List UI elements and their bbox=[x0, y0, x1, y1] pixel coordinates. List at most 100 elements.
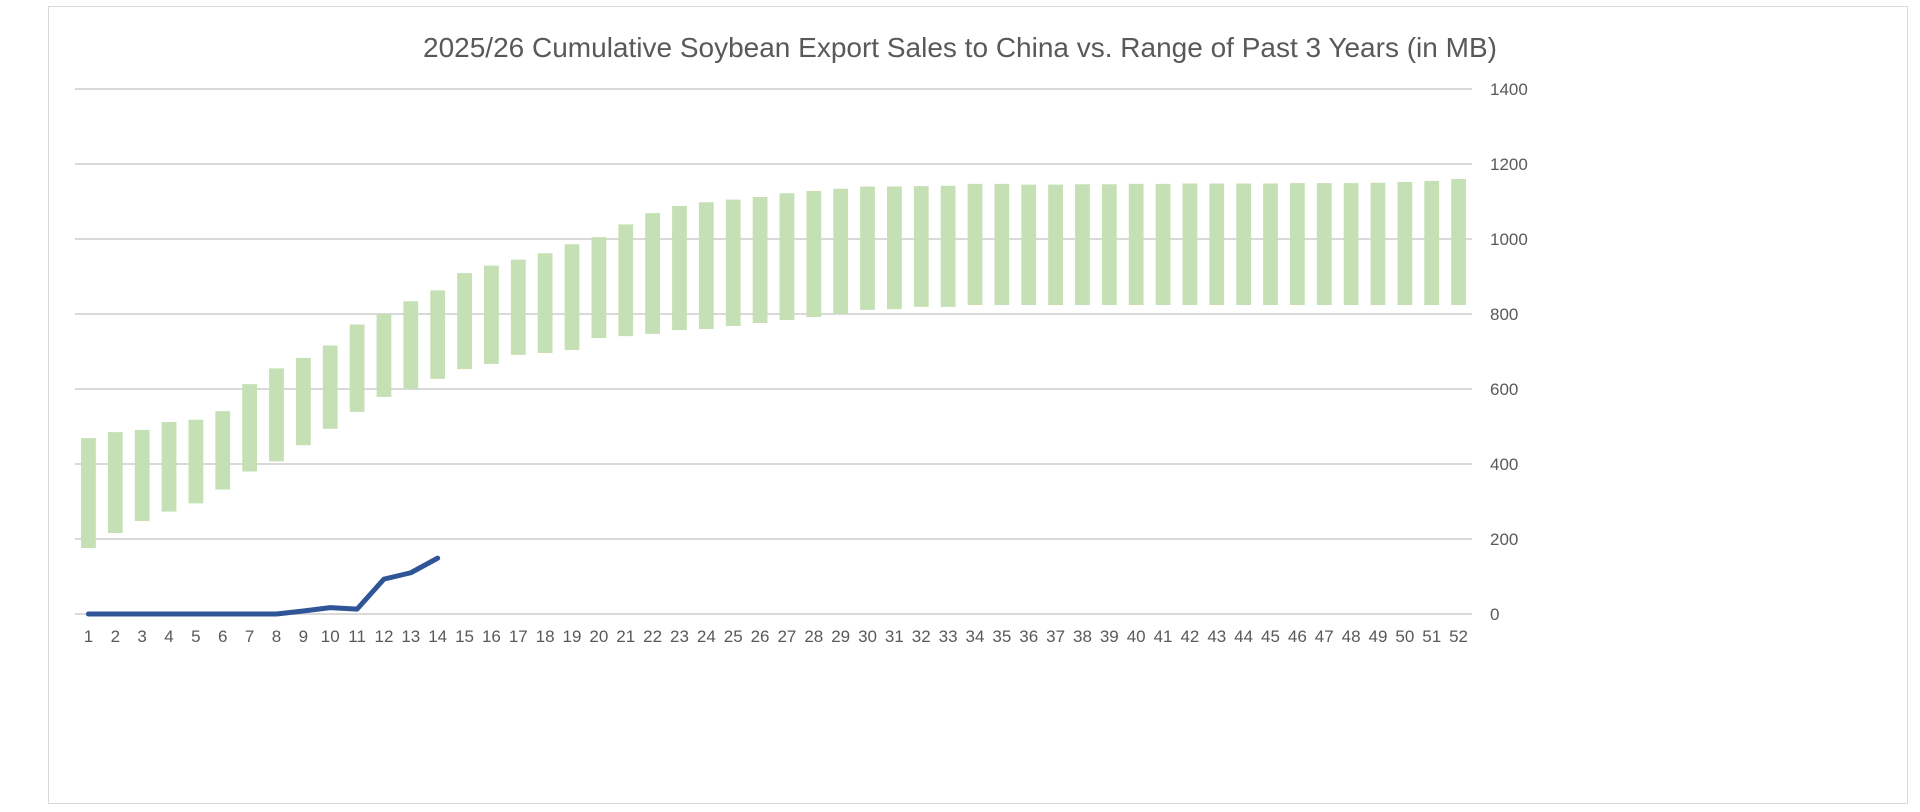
x-tick-label: 19 bbox=[563, 627, 582, 646]
x-tick-label: 41 bbox=[1154, 627, 1173, 646]
x-tick-label: 9 bbox=[299, 627, 308, 646]
y-tick-label: 200 bbox=[1490, 530, 1518, 549]
range-bar bbox=[725, 199, 741, 326]
x-tick-label: 52 bbox=[1449, 627, 1468, 646]
y-tick-label: 400 bbox=[1490, 455, 1518, 474]
x-tick-label: 16 bbox=[482, 627, 501, 646]
x-tick-label: 6 bbox=[218, 627, 227, 646]
range-bar bbox=[1370, 182, 1386, 305]
chart-title: 2025/26 Cumulative Soybean Export Sales … bbox=[423, 32, 1497, 63]
x-tick-label: 37 bbox=[1046, 627, 1065, 646]
x-tick-label: 39 bbox=[1100, 627, 1119, 646]
range-bar bbox=[833, 188, 849, 314]
x-tick-label: 43 bbox=[1207, 627, 1226, 646]
x-tick-label: 46 bbox=[1288, 627, 1307, 646]
range-bar bbox=[779, 193, 795, 320]
x-tick-label: 15 bbox=[455, 627, 474, 646]
x-tick-label: 12 bbox=[374, 627, 393, 646]
x-tick-label: 26 bbox=[751, 627, 770, 646]
x-tick-label: 4 bbox=[164, 627, 173, 646]
x-tick-label: 13 bbox=[401, 627, 420, 646]
range-bar bbox=[215, 411, 231, 490]
range-bar bbox=[376, 314, 392, 397]
range-bar bbox=[269, 368, 284, 462]
x-tick-label: 40 bbox=[1127, 627, 1146, 646]
x-tick-label: 34 bbox=[966, 627, 985, 646]
range-bar bbox=[698, 202, 714, 329]
series-line-2025-26 bbox=[85, 555, 441, 617]
range-bar bbox=[161, 422, 177, 512]
range-bar bbox=[564, 244, 580, 350]
x-tick-label: 8 bbox=[272, 627, 281, 646]
range-bar bbox=[349, 324, 365, 412]
range-bar bbox=[1209, 183, 1225, 305]
range-bar bbox=[913, 186, 929, 307]
y-tick-label: 1200 bbox=[1490, 155, 1528, 174]
x-tick-label: 33 bbox=[939, 627, 958, 646]
range-bar bbox=[107, 432, 123, 533]
range-bar bbox=[591, 237, 607, 338]
range-bar bbox=[134, 429, 150, 521]
x-tick-label: 5 bbox=[191, 627, 200, 646]
x-tick-label: 32 bbox=[912, 627, 931, 646]
x-tick-label: 51 bbox=[1422, 627, 1441, 646]
x-tick-label: 29 bbox=[831, 627, 850, 646]
x-tick-label: 50 bbox=[1395, 627, 1414, 646]
x-tick-label: 2 bbox=[111, 627, 120, 646]
y-tick-label: 1400 bbox=[1490, 80, 1528, 99]
y-tick-label: 1000 bbox=[1490, 230, 1528, 249]
x-tick-label: 21 bbox=[616, 627, 635, 646]
range-bar bbox=[242, 384, 258, 472]
range-bar bbox=[484, 265, 499, 364]
range-bar bbox=[860, 186, 875, 310]
x-tick-label: 3 bbox=[137, 627, 146, 646]
range-bar bbox=[887, 186, 902, 310]
range-bar bbox=[752, 197, 768, 323]
y-tick-label: 600 bbox=[1490, 380, 1518, 399]
x-tick-label: 25 bbox=[724, 627, 743, 646]
x-tick-label: 20 bbox=[589, 627, 608, 646]
range-bar bbox=[1048, 184, 1063, 305]
range-bar bbox=[1021, 184, 1037, 305]
range-bar bbox=[1075, 184, 1090, 305]
x-tick-label: 28 bbox=[804, 627, 823, 646]
chart-frame bbox=[48, 6, 1908, 804]
y-tick-label: 0 bbox=[1490, 605, 1499, 624]
range-bar bbox=[295, 357, 311, 446]
range-bar bbox=[806, 191, 822, 317]
range-bar bbox=[1101, 184, 1117, 305]
x-tick-label: 23 bbox=[670, 627, 689, 646]
x-tick-label: 38 bbox=[1073, 627, 1092, 646]
x-tick-label: 11 bbox=[348, 627, 366, 646]
range-bar bbox=[1343, 183, 1359, 305]
range-bar bbox=[1236, 183, 1252, 305]
x-tick-label: 22 bbox=[643, 627, 662, 646]
x-tick-label: 24 bbox=[697, 627, 716, 646]
range-bar bbox=[1397, 182, 1413, 305]
range-bar bbox=[1155, 183, 1171, 305]
x-tick-label: 36 bbox=[1019, 627, 1038, 646]
range-bar bbox=[457, 273, 472, 370]
x-tick-label: 18 bbox=[536, 627, 555, 646]
range-bar bbox=[645, 213, 660, 334]
x-tick-label: 27 bbox=[777, 627, 796, 646]
x-tick-label: 10 bbox=[321, 627, 340, 646]
x-tick-label: 31 bbox=[885, 627, 904, 646]
range-bar bbox=[672, 206, 687, 331]
x-tick-label: 47 bbox=[1315, 627, 1334, 646]
x-tick-label: 7 bbox=[245, 627, 254, 646]
range-bar bbox=[994, 183, 1010, 305]
range-bar bbox=[1263, 183, 1278, 305]
x-tick-label: 44 bbox=[1234, 627, 1253, 646]
range-bar bbox=[510, 259, 526, 355]
y-tick-label: 800 bbox=[1490, 305, 1518, 324]
range-bar bbox=[940, 185, 956, 307]
range-bar bbox=[537, 253, 553, 353]
range-bar bbox=[967, 183, 983, 305]
range-bar bbox=[1424, 180, 1440, 305]
range-bar bbox=[1289, 183, 1305, 305]
range-bar bbox=[1128, 183, 1144, 305]
range-bar bbox=[1451, 179, 1466, 305]
range-bar bbox=[1182, 183, 1198, 305]
x-tick-label: 35 bbox=[992, 627, 1011, 646]
